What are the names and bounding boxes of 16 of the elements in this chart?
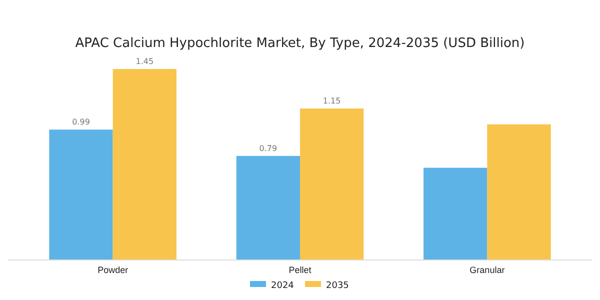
bar xyxy=(236,156,300,260)
data-label: 1.45 xyxy=(136,57,154,66)
bar xyxy=(487,124,551,260)
data-label: 0.99 xyxy=(72,118,90,127)
x-tick-label: Pellet xyxy=(288,264,312,275)
bar xyxy=(300,108,364,260)
data-label: 1.15 xyxy=(322,96,341,106)
bar xyxy=(49,130,113,260)
legend-label: 2035 xyxy=(326,281,349,291)
bar xyxy=(112,69,176,260)
data-label: 0.79 xyxy=(259,144,278,153)
chart-title: APAC Calcium Hypochlorite Market, By Type, 2024-2035 (USD Billion) xyxy=(75,36,525,51)
x-tick-label: Powder xyxy=(98,264,128,275)
x-tick-label: Granular xyxy=(470,264,505,275)
legend-label: 2024 xyxy=(271,281,294,291)
bar xyxy=(424,168,488,260)
